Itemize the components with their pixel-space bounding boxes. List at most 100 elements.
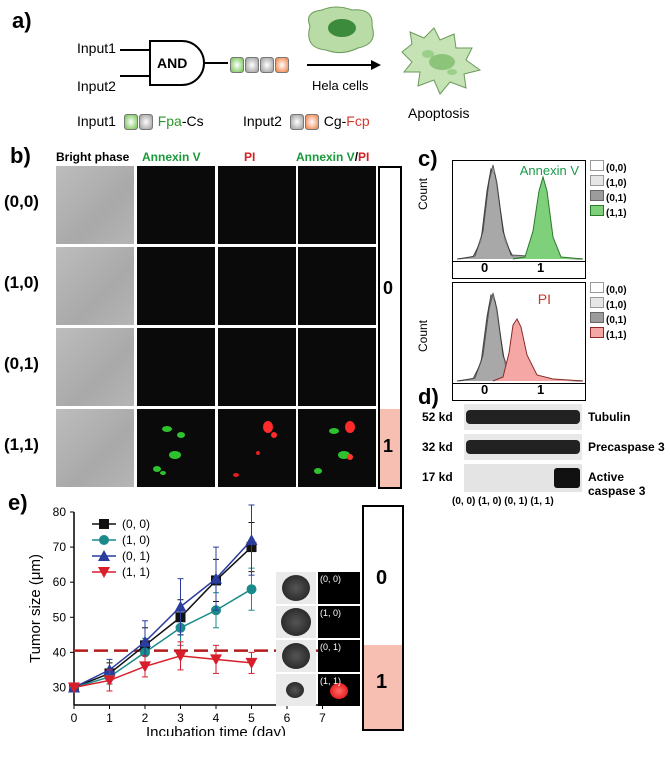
and-gate-label: AND bbox=[157, 55, 188, 71]
legend-bottom-00: (0,0) bbox=[590, 282, 627, 297]
pi-10 bbox=[218, 247, 296, 325]
bright-00 bbox=[56, 166, 134, 244]
col-merge-pi: PI bbox=[358, 150, 370, 164]
hela-cell-icon bbox=[308, 6, 374, 54]
merge-11 bbox=[298, 409, 376, 487]
marker-triangle-up bbox=[245, 534, 258, 546]
output-zero-label: 0 bbox=[383, 278, 394, 298]
panel-e-label: e) bbox=[8, 490, 28, 515]
marker-triangle-up bbox=[103, 663, 116, 675]
legend-label: (0, 0) bbox=[122, 517, 150, 531]
spheroid-row-11: (1, 1) bbox=[276, 674, 360, 708]
legend-bottom-10-label: (1,0) bbox=[606, 300, 627, 311]
series-line bbox=[73, 546, 253, 689]
pi-title: PI bbox=[537, 291, 551, 307]
input2-legend: Input2 Cg-Fcp bbox=[243, 113, 370, 131]
count-label-top: Count bbox=[416, 177, 430, 210]
merge-01 bbox=[298, 328, 376, 406]
blot-precaspase bbox=[464, 434, 582, 460]
col-pi: PI bbox=[244, 150, 256, 164]
cs-label: -Cs bbox=[181, 113, 204, 129]
output-one-fill bbox=[380, 409, 400, 487]
annexin-green-signal bbox=[153, 426, 185, 475]
series-line bbox=[73, 539, 253, 689]
fcp-chips-icon bbox=[289, 113, 320, 131]
x-tick-label: 6 bbox=[284, 711, 291, 725]
y-axis-title: Tumor size (μm) bbox=[27, 554, 44, 663]
marker-triangle-up bbox=[139, 635, 151, 647]
spheroid-label-11: (1, 1) bbox=[320, 676, 342, 686]
legend-top-11-label: (1,1) bbox=[606, 208, 627, 219]
marker-triangle-up bbox=[210, 572, 222, 584]
input1-label: Input1 bbox=[77, 40, 116, 56]
row-label-11: (1,1) bbox=[4, 435, 39, 454]
spheroid-fluor-11: (1, 1) bbox=[318, 674, 360, 706]
fpa-label: Fpa bbox=[157, 113, 182, 129]
output-e-zero-label: 0 bbox=[376, 567, 388, 589]
cg-label: Cg- bbox=[323, 113, 347, 129]
legend-label: (1, 0) bbox=[122, 533, 150, 547]
y-tick-label: 30 bbox=[53, 680, 67, 694]
output-e-one-label: 1 bbox=[376, 671, 388, 693]
x-tick-label: 0 bbox=[71, 711, 78, 725]
marker-circle bbox=[246, 584, 257, 595]
and-gate-icon bbox=[120, 40, 228, 86]
marker-triangle-down bbox=[210, 654, 222, 666]
output-box-b: 0 1 bbox=[378, 166, 402, 489]
fused-protein-icon bbox=[230, 56, 290, 74]
annexin-histogram-curves bbox=[456, 164, 584, 260]
histogram-legend-top: (0,0) (1,0) (0,1) (1,1) bbox=[590, 160, 627, 220]
legend-bottom-01-label: (0,1) bbox=[606, 315, 627, 326]
x-tick-label: 2 bbox=[142, 711, 149, 725]
legend-bottom-11-label: (1,1) bbox=[606, 330, 627, 341]
histogram-bottom: PI bbox=[452, 282, 586, 384]
blot-active-caspase bbox=[464, 464, 582, 492]
panel-c-label: c) bbox=[418, 146, 438, 171]
legend-label: (1, 1) bbox=[122, 565, 150, 579]
col-bright-phase: Bright phase bbox=[56, 150, 130, 164]
spheroid-row-01: (0, 1) bbox=[276, 640, 360, 674]
col-annexin: Annexin V bbox=[142, 150, 201, 164]
spheroid-bright-00 bbox=[276, 572, 316, 604]
band-tubulin bbox=[466, 410, 580, 424]
y-tick-label: 80 bbox=[53, 505, 67, 519]
row-label-10: (1,0) bbox=[4, 273, 39, 292]
y-tick-label: 70 bbox=[53, 540, 67, 554]
legend-top-00-label: (0,0) bbox=[606, 163, 627, 174]
count-label-bottom: Count bbox=[416, 319, 430, 352]
output-one-label: 1 bbox=[383, 436, 394, 456]
spheroid-grid: (0, 0) (1, 0) (0, 1) (1, 1) bbox=[276, 572, 360, 708]
bottom-x1: 1 bbox=[537, 382, 545, 397]
band-precaspase bbox=[466, 440, 580, 454]
legend-top-01-label: (0,1) bbox=[606, 193, 627, 204]
col-merge: Annexin V/PI bbox=[296, 150, 369, 164]
annexin-01 bbox=[137, 328, 215, 406]
legend-bottom-01: (0,1) bbox=[590, 312, 627, 327]
panel-d-label: d) bbox=[418, 384, 439, 409]
pi-00 bbox=[218, 166, 296, 244]
top-x1: 1 bbox=[537, 260, 545, 275]
spheroid-row-10: (1, 0) bbox=[276, 606, 360, 640]
x-tick-label: 1 bbox=[106, 711, 113, 725]
series-line bbox=[73, 655, 252, 689]
bright-01 bbox=[56, 328, 134, 406]
pi-01 bbox=[218, 328, 296, 406]
blot-tubulin bbox=[464, 404, 582, 430]
blot-lanes: (0, 0) (1, 0) (0, 1) (1, 1) bbox=[452, 496, 554, 507]
histogram-legend-bottom: (0,0) (1,0) (0,1) (1,1) bbox=[590, 282, 627, 342]
blot-label-active-caspase: Active caspase 3 bbox=[588, 470, 646, 498]
fpa-chips-icon bbox=[123, 113, 154, 131]
marker-triangle-down bbox=[245, 657, 258, 669]
input1-legend: Input1 Fpa-Cs bbox=[77, 113, 204, 131]
col-merge-annexin: Annexin V bbox=[296, 150, 355, 164]
col-merge-slash: / bbox=[354, 150, 359, 164]
spheroid-fluor-10: (1, 0) bbox=[318, 606, 360, 638]
spheroid-label-00: (0, 0) bbox=[320, 574, 342, 584]
histogram-top-axis: 0 1 bbox=[452, 260, 586, 279]
pi-red-signal bbox=[233, 421, 277, 477]
merge-00 bbox=[298, 166, 376, 244]
spheroid-row-00: (0, 0) bbox=[276, 572, 360, 606]
panel-a-label: a) bbox=[12, 8, 32, 33]
kd-17: 17 kd bbox=[422, 470, 453, 484]
y-tick-label: 60 bbox=[53, 575, 67, 589]
